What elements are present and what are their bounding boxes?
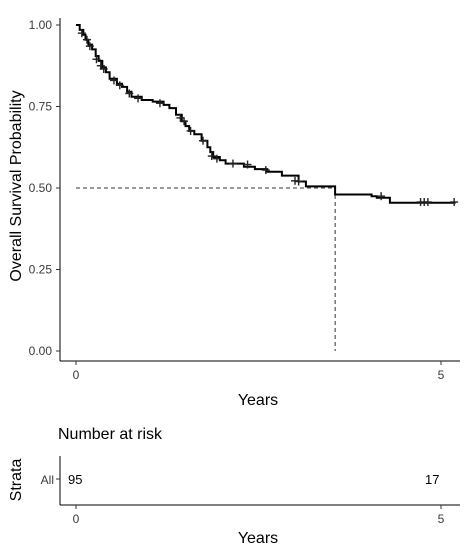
y-axis-title: Overall Survival Probability [8, 90, 25, 281]
risk-x-axis-title: Years [238, 530, 278, 547]
censor-mark [85, 42, 94, 51]
censor-mark [212, 154, 221, 163]
risk-value-cell: 95 [68, 472, 82, 487]
censor-mark [109, 76, 118, 85]
y-tick-label: 1.00 [29, 18, 53, 32]
censor-mark [134, 94, 143, 103]
censor-mark [77, 29, 86, 38]
censor-mark [228, 159, 237, 168]
censor-mark [186, 126, 195, 135]
risk-table-title: Number at risk [58, 426, 163, 443]
risk-x-tick-label: 0 [73, 512, 80, 526]
censor-mark [294, 177, 303, 186]
survival-curve-group [76, 24, 456, 204]
censor-mark [207, 152, 216, 161]
survival-curve-line [76, 24, 456, 204]
y-tick-label: 0.25 [29, 263, 53, 277]
censor-mark [450, 198, 459, 207]
risk-y-axis-title: Strata [8, 459, 25, 502]
censor-mark [125, 89, 134, 98]
censor-mark [155, 99, 164, 108]
censor-mark [82, 35, 91, 44]
risk-strata-label: All [41, 473, 54, 487]
censor-mark [99, 65, 108, 74]
censor-mark [180, 117, 189, 126]
censor-mark [115, 81, 124, 90]
y-tick-label: 0.00 [29, 344, 53, 358]
y-tick-label: 0.75 [29, 100, 53, 114]
censor-mark [261, 166, 270, 175]
censor-marks [77, 29, 459, 207]
y-tick-label: 0.50 [29, 181, 53, 195]
censor-mark [423, 198, 432, 207]
x-tick-label: 0 [73, 368, 80, 382]
risk-x-tick-label: 5 [438, 512, 445, 526]
risk-value-cell: 17 [425, 472, 439, 487]
risk-values: 95 17 [68, 472, 439, 487]
y-axis-ticks: 0.00 0.25 0.50 0.75 1.00 [29, 18, 60, 358]
x-tick-label: 5 [438, 368, 445, 382]
x-axis-title: Years [238, 392, 278, 409]
censor-mark [199, 136, 208, 145]
censor-mark [377, 192, 386, 201]
median-reference-lines [76, 187, 336, 351]
censor-mark [92, 55, 101, 64]
censor-mark [243, 160, 252, 169]
